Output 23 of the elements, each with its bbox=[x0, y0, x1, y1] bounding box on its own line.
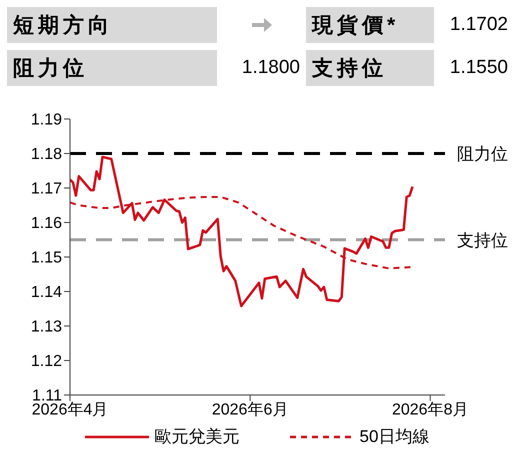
y-tick-label: 1.13 bbox=[30, 318, 62, 336]
text: 現貨價* bbox=[306, 7, 434, 43]
ref-line-label: 阻力位 bbox=[457, 144, 508, 164]
y-tick-label: 1.18 bbox=[30, 146, 62, 164]
y-tick-label: 1.19 bbox=[30, 112, 62, 129]
text: 短期方向 bbox=[7, 7, 217, 43]
line-series bbox=[70, 156, 414, 308]
x-tick-label: 2026年4月 bbox=[32, 401, 108, 418]
text: 1.1800 bbox=[240, 56, 301, 80]
y-tick-label: 1.17 bbox=[30, 180, 62, 198]
x-tick-label: 2026年6月 bbox=[212, 401, 288, 418]
y-tick-label: 1.14 bbox=[30, 284, 62, 302]
text: 阻力位 bbox=[7, 50, 217, 86]
text: 1.1702 bbox=[448, 13, 509, 37]
y-tick-label: 1.15 bbox=[30, 250, 62, 267]
y-tick-label: 1.16 bbox=[30, 215, 62, 232]
x-tick-label: 2026年8月 bbox=[392, 401, 468, 418]
text: 支持位 bbox=[306, 50, 434, 86]
text: 1.1550 bbox=[448, 56, 509, 80]
ref-line-label: 支持位 bbox=[457, 230, 508, 250]
legend-label: 歐元兌美元 bbox=[154, 426, 240, 448]
legend-label: 50日均線 bbox=[360, 426, 430, 448]
y-tick-label: 1.12 bbox=[30, 353, 62, 370]
